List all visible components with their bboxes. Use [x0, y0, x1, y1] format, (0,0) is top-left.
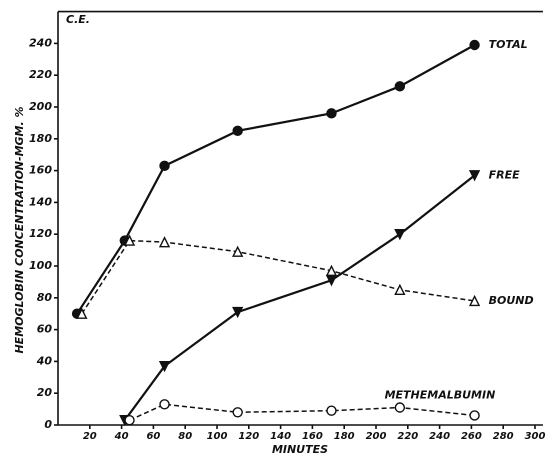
y-tick-label: 0 — [44, 418, 52, 431]
x-tick-label: 280 — [493, 431, 514, 442]
series-label: BOUND — [489, 294, 534, 307]
point — [468, 170, 481, 182]
x-tick-label: 160 — [302, 431, 323, 442]
series-label: FREE — [489, 168, 520, 181]
annotation: C.E. — [66, 13, 90, 26]
x-tick-label: 140 — [270, 431, 291, 442]
point — [76, 307, 88, 319]
point — [394, 402, 406, 413]
series-label: TOTAL — [489, 38, 528, 51]
series-line — [129, 403, 475, 421]
x-tick-label: 100 — [207, 431, 228, 442]
y-tick-label: 140 — [29, 195, 52, 208]
point — [158, 360, 171, 373]
y-tick-label: 100 — [29, 259, 52, 272]
point — [326, 108, 337, 119]
y-tick-label: 180 — [29, 132, 52, 145]
point — [394, 228, 406, 241]
point — [159, 160, 170, 172]
series-line — [76, 44, 476, 315]
x-tick-label: 220 — [397, 431, 418, 442]
y-tick-label: 160 — [29, 164, 52, 177]
point — [326, 405, 337, 416]
x-tick-label: 40 — [114, 431, 129, 442]
y-tick-label: 40 — [36, 354, 53, 367]
x-tick-label: 200 — [366, 431, 387, 442]
series-line — [81, 239, 475, 315]
x-tick-label: 60 — [146, 431, 160, 442]
point — [394, 283, 406, 296]
point — [158, 236, 171, 248]
point — [469, 39, 480, 51]
point — [123, 234, 136, 246]
point — [232, 245, 244, 257]
x-tick-label: 260 — [461, 431, 482, 442]
point — [325, 264, 338, 276]
x-tick-label: 240 — [429, 431, 450, 442]
y-tick-label: 220 — [29, 68, 52, 81]
point — [468, 294, 481, 307]
point — [394, 81, 406, 92]
series-label: METHEMALBUMIN — [385, 388, 496, 401]
point — [159, 399, 170, 410]
point — [124, 415, 135, 426]
x-tick-label: 120 — [238, 431, 259, 442]
y-tick-label: 200 — [29, 100, 52, 113]
y-axis-label: HEMOGLOBIN CONCENTRATION-MGM. % — [13, 106, 26, 353]
x-tick-label: 300 — [525, 431, 546, 442]
point — [232, 306, 244, 319]
y-tick-label: 20 — [37, 386, 53, 399]
x-axis-label: MINUTES — [272, 443, 328, 456]
y-tick-label: 240 — [29, 36, 52, 49]
y-tick-label: 60 — [37, 323, 53, 336]
y-tick-label: 120 — [29, 227, 52, 240]
y-tick-label: 80 — [37, 291, 53, 304]
series-line — [123, 174, 476, 421]
point — [232, 407, 243, 418]
point — [232, 125, 243, 137]
x-tick-label: 180 — [334, 431, 355, 442]
point — [469, 410, 480, 421]
x-tick-label: 20 — [83, 431, 97, 442]
x-tick-label: 80 — [178, 431, 192, 442]
